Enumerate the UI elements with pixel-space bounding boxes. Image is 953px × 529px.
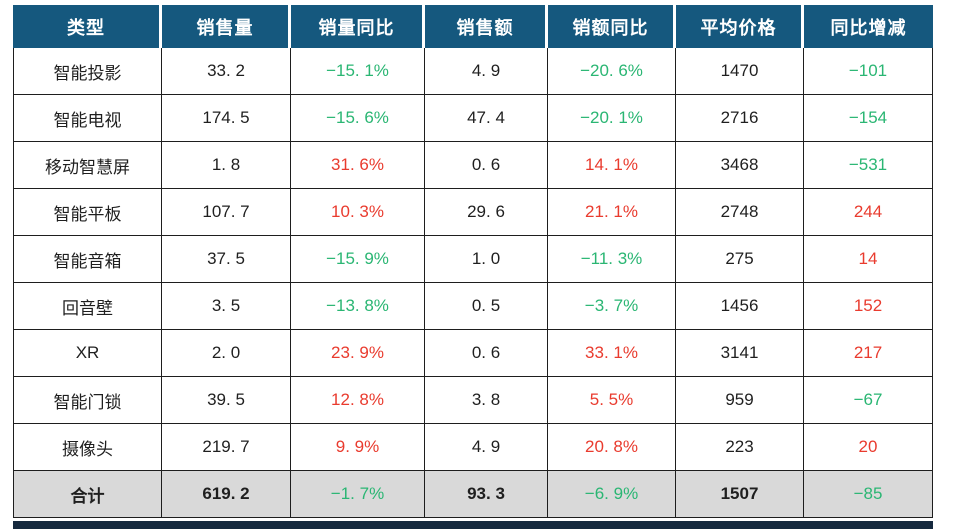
table-cell: 244 [804, 189, 933, 236]
table-cell: 3141 [676, 330, 804, 377]
table-cell: 1507 [676, 471, 804, 518]
table-cell: 107. 7 [162, 189, 291, 236]
table-cell: 174. 5 [162, 95, 291, 142]
row-label: 摄像头 [13, 424, 162, 471]
col-type: 类型 [13, 5, 162, 48]
row-label: 移动智慧屏 [13, 142, 162, 189]
footer-bar [13, 521, 933, 529]
table-cell: 37. 5 [162, 236, 291, 283]
table-row: 移动智慧屏 1. 8 31. 6% 0. 6 14. 1% 3468 −531 [13, 142, 933, 189]
table-cell: −11. 3% [548, 236, 676, 283]
table-cell: 47. 4 [425, 95, 548, 142]
table-cell: 12. 8% [291, 377, 425, 424]
table-cell: 14 [804, 236, 933, 283]
table-cell: 4. 9 [425, 424, 548, 471]
col-sales-volume: 销售量 [162, 5, 291, 48]
table-cell: −20. 1% [548, 95, 676, 142]
table-cell: 29. 6 [425, 189, 548, 236]
table-cell: −6. 9% [548, 471, 676, 518]
table-cell: −154 [804, 95, 933, 142]
table-cell: −531 [804, 142, 933, 189]
table-cell: −13. 8% [291, 283, 425, 330]
table-cell: 9. 9% [291, 424, 425, 471]
table-cell: 5. 5% [548, 377, 676, 424]
table-cell: 1. 8 [162, 142, 291, 189]
table-cell: −15. 1% [291, 48, 425, 95]
table-row: 智能平板 107. 7 10. 3% 29. 6 21. 1% 2748 244 [13, 189, 933, 236]
table-cell: 3. 8 [425, 377, 548, 424]
table-cell: 2. 0 [162, 330, 291, 377]
table-cell: 219. 7 [162, 424, 291, 471]
table-cell: 1470 [676, 48, 804, 95]
table-cell: 33. 1% [548, 330, 676, 377]
table-cell: 20. 8% [548, 424, 676, 471]
table-cell: −1. 7% [291, 471, 425, 518]
table-header: 类型 销售量 销量同比 销售额 销额同比 平均价格 同比增减 [13, 5, 933, 48]
table-cell: 3468 [676, 142, 804, 189]
table-cell: 93. 3 [425, 471, 548, 518]
table-row: 智能音箱 37. 5 −15. 9% 1. 0 −11. 3% 275 14 [13, 236, 933, 283]
table-cell: 3. 5 [162, 283, 291, 330]
table-row: XR 2. 0 23. 9% 0. 6 33. 1% 3141 217 [13, 330, 933, 377]
table-cell: 0. 5 [425, 283, 548, 330]
table-row: 智能投影 33. 2 −15. 1% 4. 9 −20. 6% 1470 −10… [13, 48, 933, 95]
col-sales-amount: 销售额 [425, 5, 548, 48]
col-amount-yoy: 销额同比 [548, 5, 676, 48]
table-cell: −15. 6% [291, 95, 425, 142]
col-avg-price: 平均价格 [676, 5, 804, 48]
table-row: 智能门锁 39. 5 12. 8% 3. 8 5. 5% 959 −67 [13, 377, 933, 424]
table-cell: 223 [676, 424, 804, 471]
table-cell: 31. 6% [291, 142, 425, 189]
row-label: 智能平板 [13, 189, 162, 236]
table-cell: −3. 7% [548, 283, 676, 330]
table-cell: 2716 [676, 95, 804, 142]
table-row: 智能电视 174. 5 −15. 6% 47. 4 −20. 1% 2716 −… [13, 95, 933, 142]
table-row: 摄像头 219. 7 9. 9% 4. 9 20. 8% 223 20 [13, 424, 933, 471]
table-cell: −101 [804, 48, 933, 95]
table-row: 回音壁 3. 5 −13. 8% 0. 5 −3. 7% 1456 152 [13, 283, 933, 330]
table-cell: 152 [804, 283, 933, 330]
table-cell: 619. 2 [162, 471, 291, 518]
table-cell: 959 [676, 377, 804, 424]
table-cell: 21. 1% [548, 189, 676, 236]
table-cell: 4. 9 [425, 48, 548, 95]
table-cell: 2748 [676, 189, 804, 236]
page: 类型 销售量 销量同比 销售额 销额同比 平均价格 同比增减 智能投影 33. … [13, 5, 933, 529]
table-cell: 1456 [676, 283, 804, 330]
total-row: 合计 619. 2 −1. 7% 93. 3 −6. 9% 1507 −85 [13, 471, 933, 518]
row-label: 智能门锁 [13, 377, 162, 424]
row-label: 智能电视 [13, 95, 162, 142]
table-cell: 217 [804, 330, 933, 377]
col-volume-yoy: 销量同比 [291, 5, 425, 48]
row-label: 智能投影 [13, 48, 162, 95]
table-cell: 14. 1% [548, 142, 676, 189]
row-label: 合计 [13, 471, 162, 518]
row-label: XR [13, 330, 162, 377]
table-cell: 20 [804, 424, 933, 471]
row-label: 回音壁 [13, 283, 162, 330]
table-cell: 33. 2 [162, 48, 291, 95]
table-cell: −67 [804, 377, 933, 424]
row-label: 智能音箱 [13, 236, 162, 283]
table-cell: 275 [676, 236, 804, 283]
table-cell: −15. 9% [291, 236, 425, 283]
table-cell: 0. 6 [425, 142, 548, 189]
table-cell: 23. 9% [291, 330, 425, 377]
col-yoy-change: 同比增减 [804, 5, 933, 48]
table-cell: 39. 5 [162, 377, 291, 424]
table-cell: 0. 6 [425, 330, 548, 377]
table-cell: −85 [804, 471, 933, 518]
table-cell: 10. 3% [291, 189, 425, 236]
table-cell: 1. 0 [425, 236, 548, 283]
table-cell: −20. 6% [548, 48, 676, 95]
